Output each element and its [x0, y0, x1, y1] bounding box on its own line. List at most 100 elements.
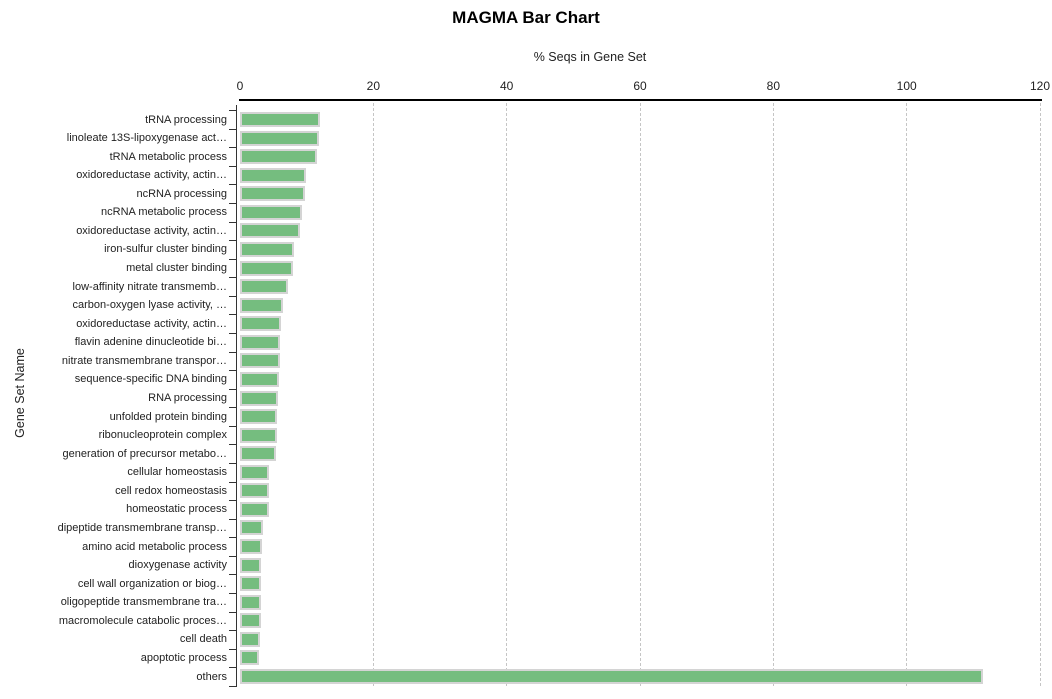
bar-others[interactable] — [240, 669, 983, 684]
bar-26[interactable] — [240, 594, 261, 610]
x-tick-label: 0 — [236, 79, 244, 93]
bar-12[interactable] — [240, 334, 280, 350]
y-axis-tick — [229, 240, 237, 242]
y-axis-tick — [229, 462, 237, 464]
gridline — [1039, 103, 1041, 686]
y-tick-label: oligopeptide transmembrane tra… — [60, 596, 227, 609]
y-axis-tick — [229, 444, 237, 446]
bar-19[interactable] — [240, 464, 270, 480]
y-axis-tick — [229, 500, 237, 502]
y-axis-tick — [229, 425, 237, 427]
chart-title: MAGMA Bar Chart — [452, 8, 600, 27]
y-axis-tick — [229, 314, 237, 316]
y-axis-tick — [229, 630, 237, 632]
bar-28[interactable] — [240, 631, 260, 647]
y-axis-tick — [229, 574, 237, 576]
y-tick-label: low-affinity nitrate transmemb… — [72, 280, 227, 293]
y-tick-label: linoleate 13S-lipoxygenase act… — [66, 132, 227, 145]
bar-15[interactable] — [240, 390, 278, 406]
y-tick-label: apoptotic process — [140, 651, 227, 664]
bar-14[interactable] — [240, 371, 280, 387]
bar-11[interactable] — [240, 316, 281, 332]
y-tick-label: oxidoreductase activity, actin… — [76, 317, 227, 330]
bar-9[interactable] — [240, 279, 288, 295]
bar-7[interactable] — [240, 241, 294, 257]
bar-10[interactable] — [240, 297, 283, 313]
y-tick-label: oxidoreductase activity, actin… — [76, 224, 227, 237]
bar-24[interactable] — [240, 557, 262, 573]
y-tick-label: carbon-oxygen lyase activity, … — [72, 299, 227, 312]
y-tick-label: tRNA metabolic process — [109, 150, 227, 163]
y-tick-label: RNA processing — [148, 392, 227, 404]
y-axis-tick — [229, 518, 237, 520]
x-tick-label: 20 — [366, 79, 381, 93]
gridline — [772, 103, 774, 686]
y-axis-tick — [229, 667, 237, 669]
y-tick-label: metal cluster binding — [126, 262, 227, 275]
y-axis-tick — [229, 333, 237, 335]
x-tick-labels: 0 20 40 60 80 100 120 — [0, 79, 1052, 95]
x-tick-label: 40 — [499, 79, 514, 93]
y-axis-tick — [229, 128, 237, 130]
y-tick-label: dioxygenase activity — [128, 559, 227, 572]
bar-3[interactable] — [240, 167, 306, 183]
y-axis-labels: tRNA processing linoleate 13S-lipoxygenas… — [0, 101, 227, 686]
y-axis-tick — [229, 648, 237, 650]
y-axis-tick — [229, 203, 237, 205]
gridline — [506, 103, 508, 686]
bar-25[interactable] — [240, 576, 262, 592]
y-axis-tick — [229, 184, 237, 186]
bar-29[interactable] — [240, 650, 260, 666]
y-axis-line — [236, 105, 237, 686]
bar-21[interactable] — [240, 501, 269, 517]
gridline — [906, 103, 908, 686]
bar-8[interactable] — [240, 260, 294, 276]
x-tick-label: 60 — [633, 79, 647, 93]
bar-6[interactable] — [240, 223, 300, 239]
y-tick-label: amino acid metabolic process — [82, 540, 227, 553]
y-axis-tick — [229, 295, 237, 297]
y-tick-label: iron-sulfur cluster binding — [104, 243, 227, 256]
x-axis-line — [239, 99, 1042, 101]
y-axis-tick — [229, 388, 237, 390]
y-axis-tick — [229, 165, 237, 167]
y-tick-label: cell redox homeostasis — [115, 484, 227, 497]
y-axis-tick — [229, 147, 237, 149]
bar-22[interactable] — [240, 520, 264, 536]
bar-16[interactable] — [240, 409, 278, 425]
bar-27[interactable] — [240, 613, 261, 629]
bar-2[interactable] — [240, 149, 317, 165]
bar-0[interactable] — [240, 112, 320, 127]
bar-20[interactable] — [240, 483, 270, 499]
bar-13[interactable] — [240, 353, 280, 369]
y-axis-tick — [229, 370, 237, 372]
y-axis-tick — [229, 258, 237, 260]
y-axis-tick — [229, 110, 237, 112]
bar-17[interactable] — [240, 427, 277, 443]
x-tick-label: 100 — [896, 79, 917, 93]
y-tick-label: cellular homeostasis — [127, 466, 227, 479]
y-tick-label: homeostatic process — [126, 503, 227, 516]
y-axis-tick — [229, 555, 237, 557]
bar-18[interactable] — [240, 446, 276, 462]
x-tick-label: 120 — [1029, 79, 1051, 93]
y-tick-label: nitrate transmembrane transpor… — [61, 354, 227, 367]
bar-23[interactable] — [240, 539, 262, 555]
gridline — [639, 103, 641, 686]
y-axis-tick — [229, 407, 237, 409]
y-axis-tick — [229, 221, 237, 223]
y-tick-label: generation of precursor metabo… — [62, 447, 227, 460]
y-tick-label: cell death — [179, 633, 227, 646]
y-axis-tick — [229, 592, 237, 594]
bar-5[interactable] — [240, 204, 302, 220]
y-axis-tick — [229, 685, 237, 687]
y-tick-label: oxidoreductase activity, actin… — [76, 169, 227, 182]
bar-1[interactable] — [240, 130, 320, 146]
y-tick-label: ncRNA processing — [136, 187, 228, 200]
y-tick-label: tRNA processing — [145, 113, 227, 126]
y-tick-label: others — [196, 670, 227, 683]
y-tick-label: sequence-specific DNA binding — [74, 373, 227, 386]
y-tick-label: cell wall organization or biog… — [77, 577, 227, 590]
bar-4[interactable] — [240, 186, 305, 202]
